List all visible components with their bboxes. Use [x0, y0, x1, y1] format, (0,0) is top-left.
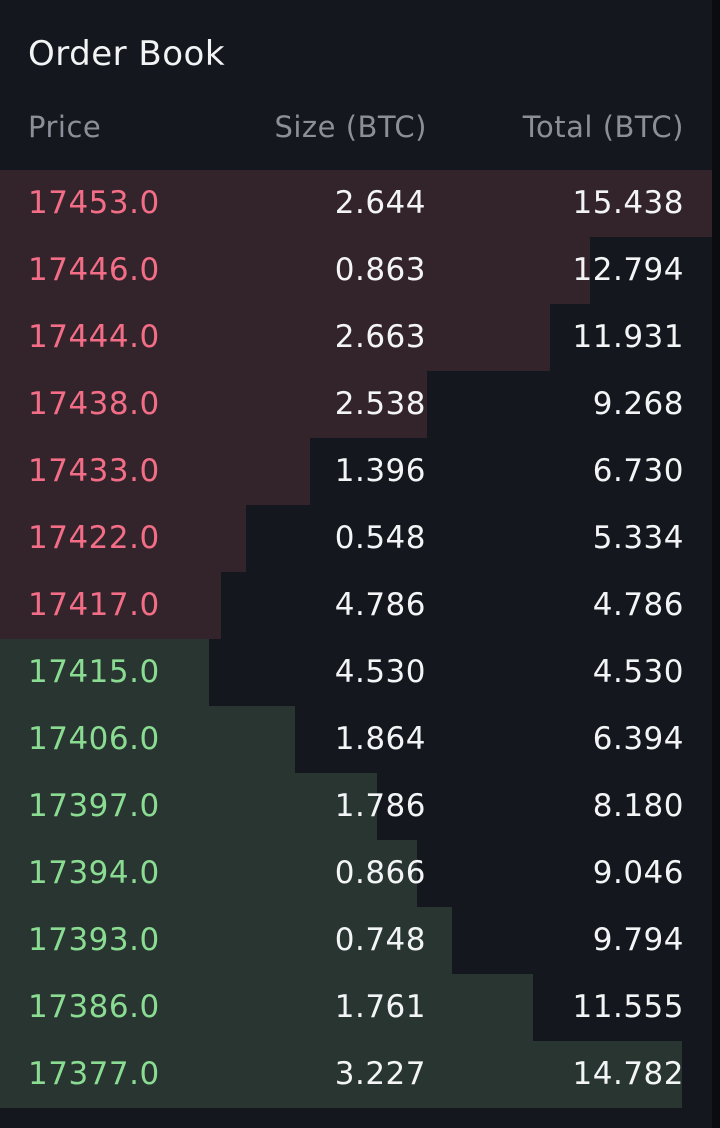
bid-total: 8.180: [592, 788, 684, 824]
ask-size: 1.396: [334, 453, 426, 489]
price-column-header: Price: [28, 110, 102, 144]
bid-order-row[interactable]: 17415.0 4.530 4.530: [0, 639, 712, 706]
ask-size: 4.786: [334, 587, 426, 623]
order-book-title: Order Book: [28, 34, 226, 74]
ask-price: 17417.0: [28, 587, 160, 623]
bid-total: 11.555: [572, 989, 684, 1025]
bid-size: 1.864: [334, 721, 426, 757]
bid-size: 0.866: [334, 855, 426, 891]
ask-total: 11.931: [572, 319, 684, 355]
bid-order-row[interactable]: 17386.0 1.761 11.555: [0, 974, 712, 1041]
size-column-header: Size (BTC): [274, 110, 427, 144]
bid-total: 4.530: [592, 654, 684, 690]
ask-depth-bar: [0, 438, 311, 505]
ask-price: 17453.0: [28, 185, 160, 221]
bid-total: 14.782: [572, 1056, 684, 1092]
ask-size: 2.663: [334, 319, 426, 355]
ask-total: 15.438: [572, 185, 684, 221]
ask-total: 9.268: [592, 386, 684, 422]
ask-depth-bar: [0, 304, 551, 371]
ask-depth-bar: [0, 170, 712, 237]
ask-order-row[interactable]: 17433.0 1.396 6.730: [0, 438, 712, 505]
bid-price: 17415.0: [28, 654, 160, 690]
ask-order-row[interactable]: 17417.0 4.786 4.786: [0, 572, 712, 639]
bid-depth-bar: [0, 773, 378, 840]
bid-size: 1.786: [334, 788, 426, 824]
bid-order-row[interactable]: 17406.0 1.864 6.394: [0, 706, 712, 773]
ask-size: 2.644: [334, 185, 426, 221]
ask-total: 6.730: [592, 453, 684, 489]
bid-order-row[interactable]: 17397.0 1.786 8.180: [0, 773, 712, 840]
bid-depth-bar: [0, 706, 295, 773]
ask-price: 17444.0: [28, 319, 160, 355]
ask-depth-bar: [0, 572, 221, 639]
bid-depth-bar: [0, 1041, 682, 1108]
ask-size: 2.538: [334, 386, 426, 422]
bid-depth-bar: [0, 639, 209, 706]
bid-size: 1.761: [334, 989, 426, 1025]
bid-size: 0.748: [334, 922, 426, 958]
bid-depth-bar: [0, 907, 452, 974]
ask-total: 12.794: [572, 252, 684, 288]
ask-size: 0.548: [334, 520, 426, 556]
bid-price: 17377.0: [28, 1056, 160, 1092]
ask-depth-bar: [0, 371, 428, 438]
ask-depth-bar: [0, 237, 591, 304]
ask-depth-bar: [0, 505, 246, 572]
bid-size: 4.530: [334, 654, 426, 690]
order-book-rows: 17453.0 2.644 15.438 17446.0 0.863 12.794 1744…: [0, 170, 712, 1108]
bid-order-row[interactable]: 17394.0 0.866 9.046: [0, 840, 712, 907]
ask-order-row[interactable]: 17446.0 0.863 12.794: [0, 237, 712, 304]
bid-total: 9.046: [592, 855, 684, 891]
bid-size: 3.227: [334, 1056, 426, 1092]
bid-price: 17406.0: [28, 721, 160, 757]
bid-depth-bar: [0, 974, 533, 1041]
ask-size: 0.863: [334, 252, 426, 288]
bid-price: 17386.0: [28, 989, 160, 1025]
ask-price: 17438.0: [28, 386, 160, 422]
bid-depth-bar: [0, 840, 418, 907]
bid-price: 17393.0: [28, 922, 160, 958]
bid-total: 9.794: [592, 922, 684, 958]
ask-price: 17446.0: [28, 252, 160, 288]
panel-edge: [712, 0, 720, 1128]
ask-total: 5.334: [592, 520, 684, 556]
ask-order-row[interactable]: 17438.0 2.538 9.268: [0, 371, 712, 438]
bid-total: 6.394: [592, 721, 684, 757]
ask-price: 17422.0: [28, 520, 160, 556]
ask-total: 4.786: [592, 587, 684, 623]
ask-order-row[interactable]: 17453.0 2.644 15.438: [0, 170, 712, 237]
ask-order-row[interactable]: 17422.0 0.548 5.334: [0, 505, 712, 572]
ask-order-row[interactable]: 17444.0 2.663 11.931: [0, 304, 712, 371]
bid-order-row[interactable]: 17377.0 3.227 14.782: [0, 1041, 712, 1108]
total-column-header: Total (BTC): [522, 110, 684, 144]
bid-price: 17397.0: [28, 788, 160, 824]
ask-price: 17433.0: [28, 453, 160, 489]
bid-order-row[interactable]: 17393.0 0.748 9.794: [0, 907, 712, 974]
bid-price: 17394.0: [28, 855, 160, 891]
